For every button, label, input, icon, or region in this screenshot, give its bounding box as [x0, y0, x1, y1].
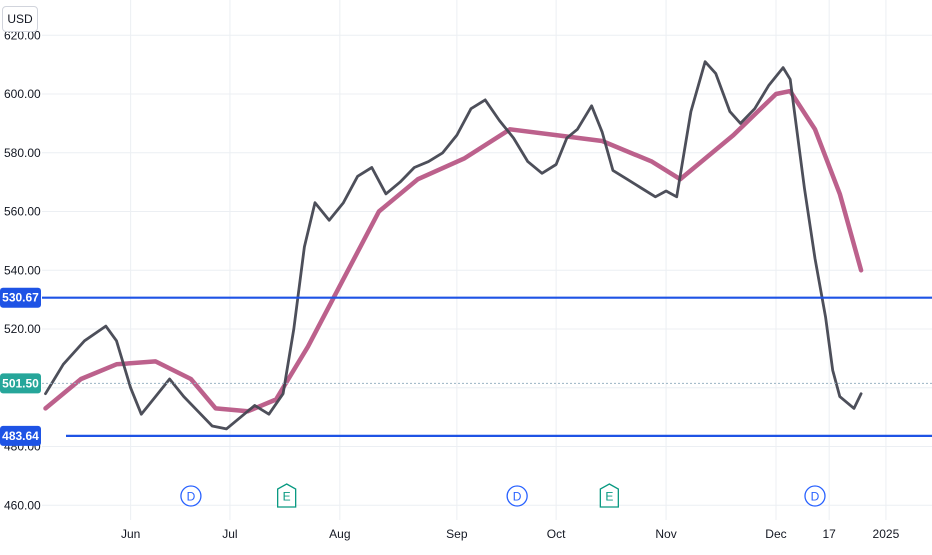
dividend-event-label: D [187, 490, 196, 504]
price-level-tag [0, 287, 41, 308]
fast-moving-average-line [44, 60, 863, 431]
x-tick-label: Dec [765, 527, 786, 541]
dividend-event-label: D [513, 490, 522, 504]
x-tick-label: Jun [121, 527, 140, 541]
earnings-event-label: E [283, 490, 291, 504]
x-tick-label: 17 [822, 527, 836, 541]
last-price-tag-label: 501.50 [2, 376, 39, 390]
y-tick-label: 580.00 [4, 146, 41, 160]
x-tick-label: Nov [655, 527, 676, 541]
earnings-event-marker[interactable] [599, 483, 619, 508]
x-tick-label: Oct [547, 527, 566, 541]
dividend-event-marker[interactable] [804, 485, 826, 507]
slow-moving-average-line [43, 88, 864, 414]
last-price-tag [0, 373, 41, 394]
y-tick-label: 560.00 [4, 205, 41, 219]
y-tick-label: 540.00 [4, 263, 41, 277]
dividend-event-marker[interactable] [506, 485, 528, 507]
x-tick-label: Sep [446, 527, 468, 541]
currency-unit-button[interactable]: USD [2, 6, 38, 32]
y-tick-label: 520.00 [4, 322, 41, 336]
y-tick-label: 460.00 [4, 498, 41, 512]
price-level-tag-label: 483.64 [2, 429, 39, 443]
earnings-event-marker[interactable] [277, 483, 297, 508]
x-tick-label: Aug [329, 527, 350, 541]
earnings-event-label: E [605, 490, 613, 504]
price-level-tag [0, 425, 41, 446]
x-tick-label: Jul [222, 527, 237, 541]
dividend-event-label: D [811, 490, 820, 504]
dividend-event-marker[interactable] [180, 485, 202, 507]
y-tick-label: 600.00 [4, 87, 41, 101]
x-tick-label: 2025 [873, 527, 900, 541]
price-level-tag-label: 530.67 [2, 291, 39, 305]
